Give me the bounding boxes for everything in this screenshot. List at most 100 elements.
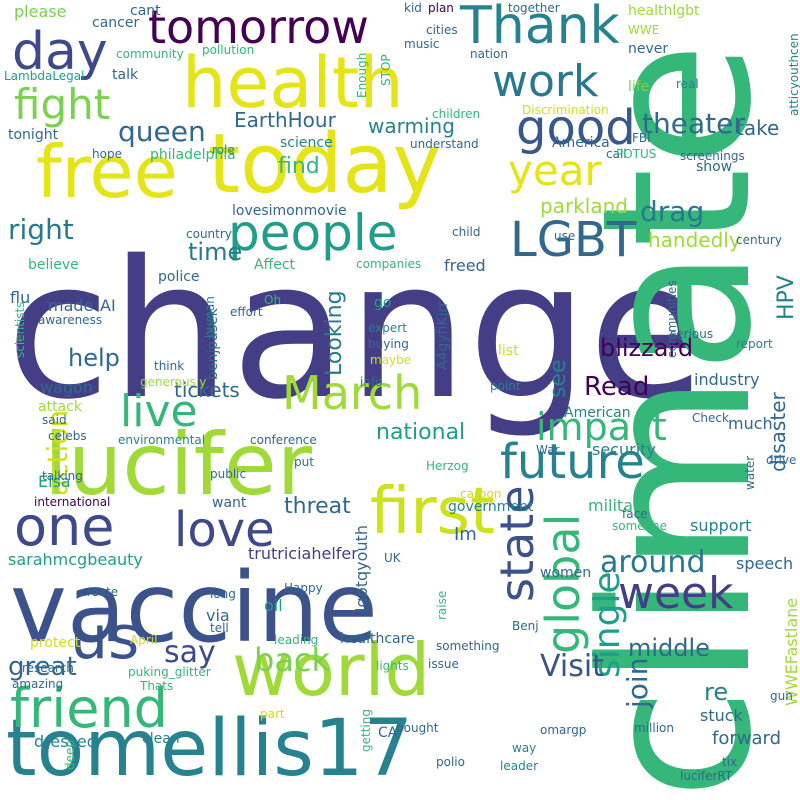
cloud-word-point: point (490, 379, 521, 393)
cloud-word-communities: communities (665, 280, 679, 358)
cloud-word-day: day (12, 22, 108, 82)
cloud-word-right: right (8, 213, 74, 246)
cloud-word-understand: understand (410, 137, 479, 151)
cloud-word-attack: attack (38, 399, 82, 415)
cloud-word-a4gyfikjrr: A4gyfiKjrr (435, 301, 451, 370)
cloud-word-year: year (508, 146, 602, 195)
cloud-word-something: something (436, 639, 500, 653)
cloud-word-music: music (404, 37, 440, 51)
cloud-word-report: report (736, 337, 773, 351)
cloud-word-ca: CA (378, 725, 398, 741)
cloud-word-sarahmcgbeauty: sarahmcgbeauty (8, 550, 143, 569)
cloud-word-lights: lights (376, 659, 409, 673)
cloud-word-much: much (728, 414, 773, 433)
cloud-word-think: think (154, 359, 185, 373)
cloud-word-healthcare: healthcare (340, 631, 415, 647)
cloud-word-tomorrow: tomorrow (148, 0, 369, 54)
cloud-word-role: role (212, 143, 235, 157)
cloud-word-companies: companies (356, 257, 422, 271)
cloud-word-industry: industry (694, 370, 760, 389)
cloud-word-expert: expert (368, 321, 407, 335)
cloud-word-serious: serious (670, 327, 714, 341)
cloud-word-threat: threat (284, 494, 351, 519)
cloud-word-plan: plan (428, 1, 454, 15)
cloud-word-show: show (696, 159, 733, 175)
cloud-word-thats: Thats (140, 679, 174, 693)
cloud-word-raise: raise (435, 590, 449, 620)
cloud-word-lambdalegal: LambdaLegal (4, 69, 85, 83)
cloud-word-long: long (210, 587, 236, 601)
cloud-word-awareness: awareness (38, 313, 103, 327)
cloud-word-american: American (564, 405, 631, 421)
cloud-word-part: part (260, 707, 285, 721)
cloud-word-speech: speech (736, 554, 794, 573)
cloud-word-amazing: amazing (12, 677, 64, 691)
cloud-word-join: join (621, 657, 654, 708)
cloud-word-hpv: HPV (774, 275, 799, 320)
cloud-word-check: Check (692, 411, 729, 425)
cloud-word-middle: middle (628, 634, 710, 662)
cloud-word-earthhour: EarthHour (234, 108, 336, 132)
cloud-word-love: love (174, 502, 275, 558)
cloud-word-said: said (42, 413, 67, 427)
cloud-word-queen: queen (118, 115, 206, 148)
cloud-word-tomellis17: tomellis17 (6, 704, 414, 794)
cloud-word-elsa: Elsa (38, 472, 71, 491)
cloud-word-cancer: cancer (92, 15, 140, 31)
cloud-word-see: see (546, 359, 571, 398)
cloud-word-war: War (536, 443, 560, 457)
cloud-word-community: community (116, 47, 184, 61)
cloud-word-great: great (8, 652, 77, 682)
cloud-word-time: time (188, 238, 243, 266)
cloud-word-international: international (34, 495, 111, 509)
cloud-word-security: security (592, 440, 656, 459)
cloud-word-believe: believe (28, 257, 79, 273)
cloud-word-healthlgbt: healthlgbt (628, 3, 700, 19)
cloud-word-made: made (48, 296, 94, 315)
cloud-word-want: want (212, 495, 247, 511)
cloud-word-one: one (14, 495, 115, 558)
cloud-word-dressed: dressed (34, 732, 97, 751)
cloud-word-effort: effort (230, 305, 263, 319)
cloud-word-vaccine: vaccine (10, 552, 378, 664)
cloud-word-child: child (452, 225, 481, 239)
cloud-word-call: call (606, 147, 627, 161)
cloud-word-maybe: maybe (370, 353, 412, 367)
cloud-word-go: go (374, 295, 392, 311)
cloud-word-children: children (432, 107, 481, 121)
cloud-word-drive: drive (766, 453, 797, 467)
cloud-word-conference: conference (250, 433, 317, 447)
cloud-word-change: change (6, 220, 706, 441)
cloud-word-live: live (120, 386, 198, 437)
cloud-word-buying: buying (368, 337, 409, 351)
cloud-word-face: face (622, 507, 648, 521)
cloud-word-protect: protect (30, 635, 81, 651)
cloud-word-atticyouthcen: atticyouthcen (787, 33, 800, 116)
cloud-word-oh: Oh (264, 293, 282, 307)
cloud-word-use: use (554, 229, 576, 243)
cloud-word-issue: issue (428, 657, 459, 671)
cloud-word-leader: leader (500, 759, 539, 773)
cloud-word-fbi: FBI (632, 131, 651, 145)
cloud-word-benj: Benj (512, 619, 539, 633)
cloud-word-lucifer: lucifer (44, 415, 313, 515)
cloud-word-hope: hope (92, 147, 122, 161)
cloud-word-trutriciahelfer: trutriciahelfer (248, 544, 358, 563)
cloud-word-real: real (676, 77, 699, 91)
cloud-word-discrimination: Discrimination (522, 103, 609, 117)
cloud-word-carbon: carbon (460, 487, 502, 501)
cloud-word-work: work (492, 56, 599, 107)
cloud-word-put: put (294, 455, 314, 469)
cloud-word-military: military (588, 496, 650, 515)
cloud-word-luciferrt: luciferRT (680, 769, 733, 783)
cloud-word-around: around (600, 545, 706, 580)
cloud-word-say: say (164, 635, 216, 670)
cloud-word-women: women (540, 565, 592, 581)
cloud-word-america: America (552, 135, 610, 151)
cloud-word-pollution: pollution (202, 43, 255, 57)
cloud-word-future: future (500, 434, 645, 490)
cloud-word-never: never (628, 41, 669, 57)
cloud-word-march: March (282, 366, 423, 420)
cloud-word-parkland: parkland (540, 194, 628, 218)
cloud-word-freed: freed (444, 256, 486, 275)
